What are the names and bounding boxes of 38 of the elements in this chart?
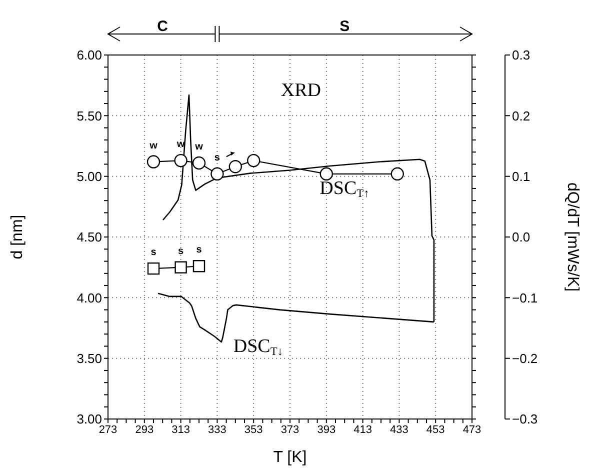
y-tick-label: 4.00	[76, 290, 102, 306]
x-tick-label: 373	[280, 424, 300, 436]
data-label: w	[194, 141, 204, 152]
y2-tick-label: 0.3	[512, 48, 530, 63]
data-label: s	[196, 244, 202, 256]
y2-tick-label: −0.1	[512, 290, 538, 306]
x-tick-label: 313	[172, 424, 190, 436]
x-tick-label: 433	[390, 424, 408, 436]
y-tick-label: 5.00	[76, 168, 102, 184]
data-label: s	[178, 246, 184, 257]
text: S	[340, 18, 350, 34]
data-label: s	[214, 152, 220, 164]
y-tick-label: 5.50	[76, 108, 102, 124]
y2-axis-title: dQ/dT [mWs/K]	[564, 182, 581, 292]
series-label: DSC$_{T↓}$	[233, 335, 284, 358]
y-tick-label: 6.00	[76, 48, 102, 63]
data-label: s	[150, 247, 157, 258]
x-tick-label: 273	[98, 424, 118, 436]
y2-tick-label: 0.1	[512, 168, 530, 184]
y-tick-label: 4.50	[76, 230, 102, 245]
y2-tick-label: −0.3	[512, 412, 538, 427]
x-tick-label: 413	[354, 424, 372, 436]
x-tick-label: 473	[462, 424, 482, 436]
y-tick-label: 3.50	[76, 350, 102, 366]
x-tick-label: 293	[135, 424, 154, 436]
y-axis-title: d [nm]	[9, 214, 26, 260]
text: C	[157, 18, 168, 34]
y2-tick-label: −0.2	[512, 350, 538, 366]
x-tick-label: 393	[317, 424, 336, 436]
x-tick-label: 333	[208, 424, 226, 436]
annotation: XRD	[280, 80, 321, 100]
data-label: w	[148, 140, 158, 152]
x-axis-title: T [K]	[273, 449, 307, 466]
series-label: DSC$_{T↑}$	[320, 178, 370, 200]
x-tick-label: 353	[244, 424, 263, 436]
x-tick-label: 453	[426, 424, 445, 436]
y2-tick-label: 0.2	[512, 108, 530, 124]
y2-tick-label: 0.0	[512, 230, 530, 245]
